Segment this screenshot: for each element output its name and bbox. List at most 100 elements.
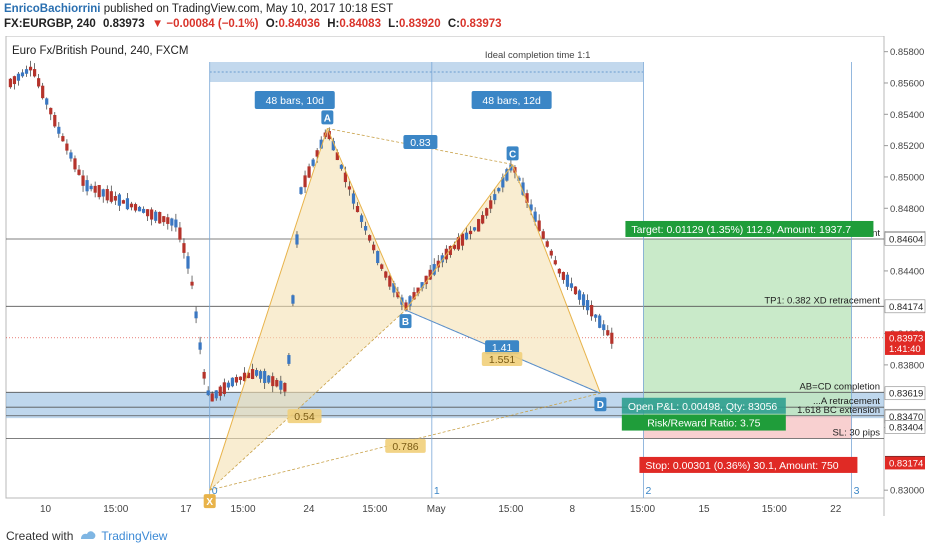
candle-body bbox=[464, 232, 469, 240]
price-badge-label-10: 0.83174 bbox=[889, 458, 923, 469]
x-tick-label-6: May bbox=[427, 504, 446, 515]
y-tick-label-2: 0.85400 bbox=[890, 110, 924, 121]
candle-body bbox=[376, 251, 380, 264]
open-pl-box bbox=[621, 397, 786, 414]
last-price: 0.83973 bbox=[103, 18, 145, 30]
symbol-label: FX:EURGBP, 240 bbox=[4, 18, 96, 30]
x-tick-label-0: 10 bbox=[40, 504, 52, 515]
tradingview-logo-icon[interactable] bbox=[79, 529, 97, 544]
x-tick-label-10: 15 bbox=[698, 504, 710, 515]
ratio-badge-5 bbox=[385, 438, 426, 453]
candle-body bbox=[577, 290, 582, 300]
candle-body bbox=[468, 230, 473, 235]
published-text: published on TradingView.com, May 10, 20… bbox=[103, 3, 394, 15]
level-label-2: TP1: 0.382 XD retracement bbox=[764, 295, 880, 306]
low-value: 0.83920 bbox=[399, 18, 441, 30]
candle-body bbox=[590, 304, 594, 317]
close-label: C: bbox=[447, 18, 460, 30]
candle-body bbox=[565, 274, 570, 287]
candle-body bbox=[214, 390, 218, 399]
price-chart[interactable]: Euro Fx/British Pound, 240, FXCM Ideal co… bbox=[4, 36, 928, 524]
candle-body bbox=[586, 300, 590, 311]
pattern-point-b bbox=[399, 314, 412, 329]
pattern-point-label-x: X bbox=[206, 497, 213, 508]
y-tick-label-4: 0.85000 bbox=[890, 172, 924, 183]
pattern-ratio-line-1 bbox=[209, 309, 406, 491]
pattern-point-a bbox=[321, 110, 334, 125]
candle-body bbox=[85, 180, 89, 192]
level-label-5: 1.618 BC extension bbox=[797, 405, 880, 416]
candle-body bbox=[295, 234, 299, 245]
candle-body bbox=[101, 189, 105, 197]
candle-body bbox=[45, 98, 49, 105]
y-tick-label-3: 0.85200 bbox=[890, 141, 924, 152]
candle-body bbox=[368, 235, 372, 241]
candle-body bbox=[279, 380, 283, 390]
tradingview-link[interactable]: TradingView bbox=[101, 529, 168, 543]
range-box-1 bbox=[209, 62, 432, 82]
pattern-leg-2 bbox=[326, 128, 406, 311]
ideal-completion-label: Ideal completion time 1:1 bbox=[485, 50, 591, 61]
candle-body bbox=[113, 196, 117, 201]
bar-count-badge-2 bbox=[471, 91, 552, 109]
x-tick-label-3: 15:00 bbox=[231, 504, 256, 515]
y-tick-label-1: 0.85600 bbox=[890, 78, 924, 89]
candle-body bbox=[359, 215, 364, 222]
candle-body bbox=[275, 379, 279, 387]
candle-body bbox=[246, 372, 251, 379]
candle-body bbox=[33, 69, 37, 77]
pattern-bcd-fill bbox=[405, 164, 601, 394]
price-badge-label-3: 0.83973 bbox=[889, 333, 923, 344]
x-tick-label-8: 8 bbox=[570, 504, 576, 515]
candle-body bbox=[8, 78, 12, 88]
candle-body bbox=[311, 159, 315, 166]
candle-body bbox=[521, 182, 525, 195]
candle-body bbox=[505, 169, 509, 181]
candle-body bbox=[440, 255, 444, 263]
target-label-box bbox=[625, 220, 874, 237]
candle-body bbox=[537, 220, 541, 232]
candle-body bbox=[158, 211, 162, 224]
chart-title: Euro Fx/British Pound, 240, FXCM bbox=[12, 45, 188, 57]
candle-body bbox=[517, 177, 521, 181]
pattern-leg-3 bbox=[405, 164, 514, 311]
ratio-badge-3 bbox=[485, 340, 520, 355]
pattern-point-label-a: A bbox=[324, 113, 331, 124]
candle-body bbox=[472, 227, 477, 231]
candle-body bbox=[154, 211, 158, 221]
candle-body bbox=[198, 342, 202, 350]
candle-body bbox=[291, 295, 295, 304]
candle-body bbox=[210, 393, 214, 402]
candle-body bbox=[432, 264, 436, 275]
candle-body bbox=[194, 311, 198, 319]
bar-count-badge-1 bbox=[254, 91, 335, 109]
price-badge-1 bbox=[884, 232, 926, 246]
candle-body bbox=[420, 282, 424, 289]
candle-body bbox=[133, 204, 138, 211]
pattern-point-d bbox=[594, 397, 607, 412]
candle-body bbox=[396, 291, 400, 298]
candle-body bbox=[569, 283, 574, 288]
candle-body bbox=[606, 330, 610, 336]
level-label-4: ...A retracement bbox=[813, 396, 880, 407]
candle-body bbox=[497, 188, 501, 192]
x-tick-label-11: 15:00 bbox=[762, 504, 787, 515]
candle-body bbox=[28, 66, 33, 71]
y-tick-label-5: 0.84800 bbox=[890, 204, 924, 215]
down-arrow-icon: ▼ bbox=[151, 18, 164, 30]
candle-body bbox=[460, 233, 465, 246]
x-tick-label-9: 15:00 bbox=[630, 504, 655, 515]
publish-info: EnricoBachiorrini published on TradingVi… bbox=[4, 3, 393, 15]
candle-body bbox=[190, 281, 194, 286]
candle-body bbox=[545, 241, 549, 247]
candle-body bbox=[448, 245, 452, 256]
x-tick-label-2: 17 bbox=[180, 504, 192, 515]
pattern-ratio-line-2 bbox=[327, 128, 513, 165]
candle-body bbox=[525, 193, 529, 203]
candle-body bbox=[335, 152, 339, 161]
candle-body bbox=[493, 194, 497, 201]
y-tick-label-6: 0.84400 bbox=[890, 266, 924, 277]
candle-body bbox=[150, 209, 154, 220]
author-link[interactable]: EnricoBachiorrini bbox=[4, 3, 101, 15]
ratio-label-5: 0.786 bbox=[392, 441, 418, 453]
